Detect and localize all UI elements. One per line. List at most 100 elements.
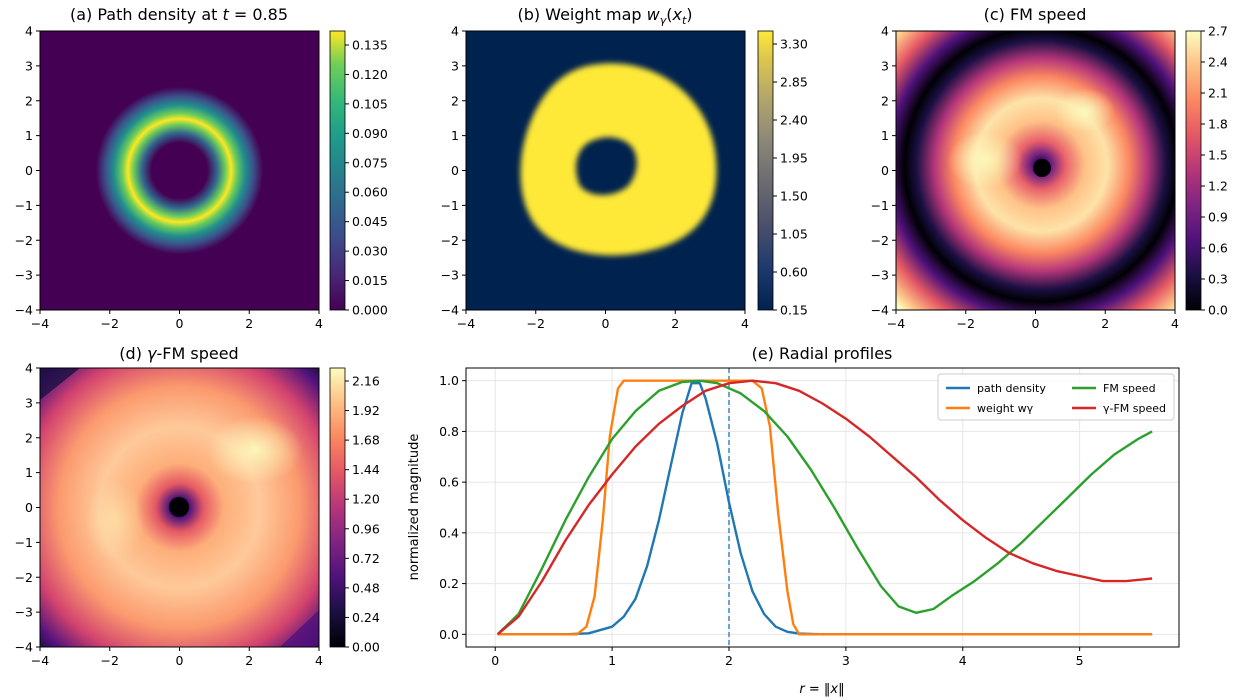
colorbar-tick-label: 0.120	[352, 67, 388, 82]
y-tick-label: −4	[871, 303, 889, 318]
panel-a-title: (a) Path density at t = 0.85	[70, 5, 288, 24]
colorbar-tick-label: 3.30	[780, 37, 808, 52]
colorbar-tick-label: 1.44	[352, 462, 380, 477]
y-tick-label: −2	[441, 233, 459, 248]
series-line-3	[496, 379, 1153, 636]
x-tick-label: −4	[457, 316, 475, 331]
colorbar-tick-label: 0.060	[352, 185, 388, 200]
x-tick-label: 4	[1171, 316, 1179, 331]
panel-b-y-axis: 4 3 2 1 0 −1 −2 −3 −4	[441, 24, 466, 318]
colorbar-tick-label: 1.8	[1208, 117, 1228, 132]
x-tick-label: −2	[957, 316, 975, 331]
y-tick-label: −1	[871, 198, 889, 213]
y-tick-label: 0	[451, 163, 459, 178]
y-tick-label: 3	[881, 58, 889, 73]
y-tick-label: 2	[25, 93, 33, 108]
series-line-4	[496, 379, 1153, 636]
colorbar-tick-label: 1.05	[780, 227, 808, 242]
x-tick-label: 0	[602, 316, 610, 331]
y-tick-label: 0	[25, 500, 33, 515]
x-tick-label: 1	[608, 653, 616, 668]
colorbar-tick-label: 0.96	[352, 521, 380, 536]
y-axis-label: normalized magnitude	[407, 434, 422, 581]
y-tick-label: 0.2	[439, 576, 459, 591]
colorbar-tick-label: 2.40	[780, 113, 808, 128]
y-tick-label: 0	[25, 163, 33, 178]
legend-box	[937, 373, 1175, 421]
x-tick-label: 4	[959, 653, 967, 668]
panel-b-title: (b) Weight map wγ(xt)	[517, 5, 692, 27]
y-tick-label: 1	[25, 465, 33, 480]
x-tick-label: −4	[31, 653, 49, 668]
chart-x-axis: 0 1 2 3 4 5	[491, 647, 1084, 668]
colorbar-tick-label: 2.16	[352, 374, 380, 389]
colorbar-tick-label: 0.0	[1208, 303, 1228, 318]
y-tick-label: 0.6	[439, 475, 459, 490]
y-tick-label: −1	[441, 198, 459, 213]
y-tick-label: 4	[25, 361, 33, 376]
y-tick-label: −4	[441, 303, 459, 318]
colorbar-tick-label: 1.2	[1208, 179, 1228, 194]
y-tick-label: 3	[451, 58, 459, 73]
legend-label: γ-FM speed	[1103, 402, 1166, 415]
colorbar-tick-label: 1.5	[1208, 148, 1228, 163]
y-tick-label: −4	[15, 640, 33, 655]
x-axis-label: r = ‖x‖	[799, 682, 844, 697]
y-tick-label: −3	[15, 605, 33, 620]
colorbar-tick-label: 1.68	[352, 433, 380, 448]
colorbar-tick-label: 0.075	[352, 155, 388, 170]
colorbar-tick-label: 0.3	[1208, 272, 1228, 287]
panel-b: (b) Weight map wγ(xt) −4 −2 0 2 4 43210−1−2−…	[441, 5, 808, 331]
y-tick-label: 1	[25, 128, 33, 143]
panel-c-x-axis: −4 −2 0 2 4	[887, 310, 1179, 331]
y-tick-label: 1.0	[439, 373, 459, 388]
y-tick-label: −2	[871, 233, 889, 248]
x-tick-label: 2	[245, 653, 253, 668]
colorbar-tick-label: 0.030	[352, 244, 388, 259]
colorbar-tick-label: 1.95	[780, 151, 808, 166]
x-tick-label: 4	[315, 653, 323, 668]
colorbar-tick-label: 0.24	[352, 610, 380, 625]
panel-a-colorbar-ticks: 0.135 0.120 0.105 0.090 0.075 0.060 0.045 0.030…	[345, 38, 388, 318]
x-tick-label: 4	[741, 316, 749, 331]
colorbar-tick-label: 0.045	[352, 214, 388, 229]
colorbar-tick-label: 1.50	[780, 189, 808, 204]
colorbar-tick-label: 0.00	[352, 640, 380, 655]
legend-label: path density	[977, 382, 1046, 395]
chart-y-axis: 0.0 0.2 0.4 0.6 0.8 1.0	[439, 373, 466, 642]
colorbar-tick-label: 2.4	[1208, 55, 1228, 70]
panel-a-colorbar	[329, 30, 346, 311]
x-tick-label: −4	[31, 316, 49, 331]
panel-a: (a) Path density at t = 0.85 −4 −2 0 2 4 4 3 2…	[15, 5, 388, 331]
colorbar-tick-label: 0.72	[352, 551, 380, 566]
y-tick-label: −2	[15, 233, 33, 248]
panel-b-colorbar-ticks: 3.30 2.85 2.40 1.95 1.50 1.05 0.60 0.15	[773, 37, 808, 318]
x-tick-label: 3	[842, 653, 850, 668]
y-tick-label: 4	[25, 24, 33, 39]
colorbar-tick-label: 0.105	[352, 96, 388, 111]
panel-d-colorbar-ticks: 2.16 1.92 1.68 1.44 1.20 0.96 0.72 0.48 0.24 0.00	[345, 374, 380, 655]
chart-legend: path density weight wγ FM speed γ-FM speed	[937, 373, 1175, 421]
panel-c-colorbar-ticks: 2.7 2.4 2.1 1.8 1.5 1.2 0.9 0.6 0.3 0.0	[1201, 24, 1228, 318]
x-tick-label: 2	[671, 316, 679, 331]
y-tick-label: 0.0	[439, 627, 459, 642]
x-tick-label: 4	[315, 316, 323, 331]
x-tick-label: −4	[887, 316, 905, 331]
panel-c-heatmap	[896, 31, 1175, 310]
x-tick-label: 2	[245, 316, 253, 331]
panel-b-colorbar	[757, 30, 774, 311]
y-tick-label: −2	[15, 570, 33, 585]
series-line-1	[497, 382, 1153, 636]
x-tick-label: 0	[176, 653, 184, 668]
panel-a-heatmap	[40, 31, 319, 310]
panel-a-x-axis: −4 −2 0 2 4	[31, 310, 323, 331]
panel-d-x-axis: −4 −2 0 2 4	[31, 647, 323, 668]
chart-series	[496, 379, 1153, 636]
y-tick-label: −4	[15, 303, 33, 318]
x-tick-label: 2	[1101, 316, 1109, 331]
colorbar-tick-label: 2.7	[1208, 24, 1228, 39]
x-tick-label: 2	[725, 653, 733, 668]
chart-frame	[465, 367, 1180, 648]
